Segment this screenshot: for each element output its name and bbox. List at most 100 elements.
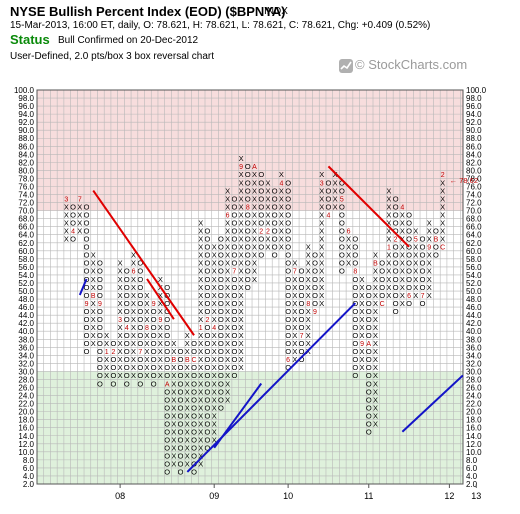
month-marker: B <box>91 293 96 300</box>
x-box: X <box>386 186 391 195</box>
x-box: X <box>225 186 230 195</box>
x-box: X <box>360 307 365 316</box>
x-box: X <box>225 218 230 227</box>
x-box: X <box>346 235 351 244</box>
o-box: O <box>191 411 197 420</box>
o-box: O <box>110 379 116 388</box>
x-box: X <box>386 251 391 260</box>
o-box: O <box>272 235 278 244</box>
y-tick-label-left: 54.0 <box>18 271 34 280</box>
o-box: O <box>406 251 412 260</box>
o-box: O <box>124 371 130 380</box>
o-box: O <box>178 395 184 404</box>
o-box: O <box>124 363 130 372</box>
y-tick-label-left: 10.0 <box>18 448 34 457</box>
o-box: O <box>137 259 143 268</box>
x-box: X <box>360 331 365 340</box>
month-marker: 6 <box>286 357 290 364</box>
x-box: X <box>158 323 163 332</box>
o-box: O <box>366 395 372 404</box>
x-box: X <box>239 363 244 372</box>
x-box: X <box>292 307 297 316</box>
y-tick-label-right: 20.0 <box>466 408 482 417</box>
x-box: X <box>185 387 190 396</box>
x-box: X <box>198 315 203 324</box>
x-box: X <box>292 275 297 284</box>
y-tick-label-left: 30.0 <box>18 367 34 376</box>
x-box: X <box>360 315 365 324</box>
o-box: O <box>84 267 90 276</box>
y-tick-label-right: 30.0 <box>466 367 482 376</box>
month-marker: 7 <box>138 349 142 356</box>
o-box: O <box>205 283 211 292</box>
y-tick-label-right: 92.0 <box>466 118 482 127</box>
month-marker: 2 <box>394 237 398 244</box>
o-box: O <box>352 235 358 244</box>
x-box: X <box>373 331 378 340</box>
o-box: O <box>352 243 358 252</box>
o-box: O <box>124 291 130 300</box>
o-box: O <box>245 267 251 276</box>
y-tick-label-right: 2.0 <box>466 480 478 489</box>
x-box: X <box>319 210 324 219</box>
o-box: O <box>218 339 224 348</box>
o-box: O <box>137 267 143 276</box>
o-box: O <box>97 347 103 356</box>
x-box: X <box>185 339 190 348</box>
o-box: O <box>205 347 211 356</box>
y-tick-label-right: 50.0 <box>466 287 482 296</box>
x-box: X <box>144 339 149 348</box>
support-trend-line <box>401 374 464 433</box>
x-tick-label: 09 <box>209 491 219 501</box>
x-box: X <box>225 235 230 244</box>
o-box: O <box>124 331 130 340</box>
o-box: O <box>312 299 318 308</box>
x-box: X <box>373 299 378 308</box>
y-tick-label-left: 36.0 <box>18 343 34 352</box>
x-box: X <box>279 235 284 244</box>
x-box: X <box>319 170 324 179</box>
y-tick-label-right: 72.0 <box>466 199 482 208</box>
x-box: X <box>212 315 217 324</box>
x-box: X <box>319 299 324 308</box>
y-tick-label-right: 24.0 <box>466 392 482 401</box>
o-box: O <box>285 315 291 324</box>
o-box: O <box>218 331 224 340</box>
x-box: X <box>171 428 176 437</box>
o-box: O <box>151 347 157 356</box>
x-tick-label: 08 <box>115 491 125 501</box>
o-box: O <box>97 291 103 300</box>
x-box: X <box>198 339 203 348</box>
x-box: X <box>158 339 163 348</box>
x-box: X <box>252 186 257 195</box>
o-box: O <box>218 243 224 252</box>
o-box: O <box>231 243 237 252</box>
x-box: X <box>306 251 311 260</box>
o-box: O <box>352 323 358 332</box>
x-box: X <box>239 202 244 211</box>
x-box: X <box>158 307 163 316</box>
o-box: O <box>258 186 264 195</box>
o-box: O <box>299 307 305 316</box>
o-box: O <box>352 331 358 340</box>
x-box: X <box>239 283 244 292</box>
o-box: O <box>272 218 278 227</box>
month-marker: 8 <box>145 325 149 332</box>
x-box: X <box>144 299 149 308</box>
o-box: O <box>420 259 426 268</box>
o-box: O <box>245 251 251 260</box>
x-box: X <box>212 291 217 300</box>
o-box: O <box>339 202 345 211</box>
x-box: X <box>212 331 217 340</box>
o-box: O <box>285 210 291 219</box>
x-box: X <box>104 331 109 340</box>
o-box: O <box>420 283 426 292</box>
y-tick-label-left: 14.0 <box>18 432 34 441</box>
o-box: O <box>258 218 264 227</box>
x-box: X <box>144 371 149 380</box>
o-box: O <box>164 460 170 469</box>
o-box: O <box>406 259 412 268</box>
pnf-chart: 100.0 100.098.0 98.096.0 96.094.0 94.092.0 92… <box>14 86 487 501</box>
x-box: X <box>158 347 163 356</box>
